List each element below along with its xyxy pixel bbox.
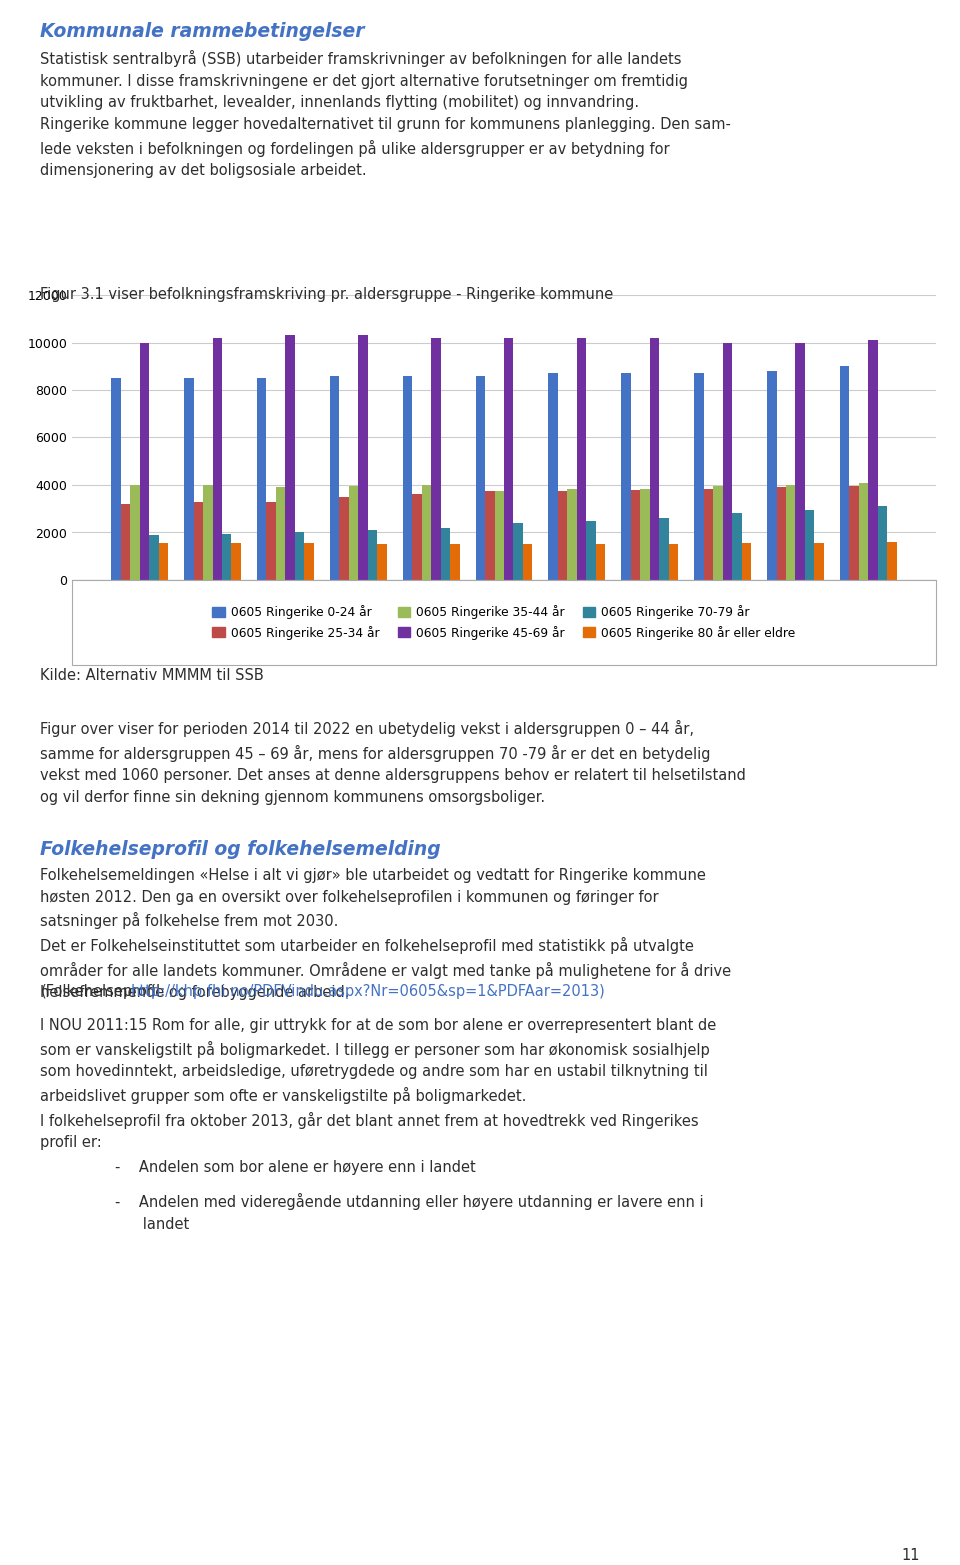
Bar [267,502,276,581]
Bar [804,510,814,581]
Bar [868,340,877,581]
Text: Figur 3.1 viser befolkningsframskriving pr. aldersgruppe - Ringerike kommune: Figur 3.1 viser befolkningsframskriving … [40,286,613,302]
Bar [577,338,587,581]
Bar [475,376,485,581]
Bar [222,534,231,581]
Bar [348,487,358,581]
Bar [723,343,732,581]
Bar [194,502,204,581]
Bar [840,366,850,581]
Bar [339,496,348,581]
Bar [330,376,339,581]
Text: I NOU 2011:15 Rom for alle, gir uttrykk for at de som bor alene er overrepresent: I NOU 2011:15 Rom for alle, gir uttrykk … [40,1017,716,1150]
Text: http://khp.fhi.no/PDFVindu.aspx?Nr=0605&sp=1&PDFAar=2013): http://khp.fhi.no/PDFVindu.aspx?Nr=0605&… [131,984,605,998]
Bar [494,491,504,581]
Text: -    Andelen med videregående utdanning eller høyere utdanning er lavere enn i
 : - Andelen med videregående utdanning ell… [115,1193,704,1232]
Text: (Folkehelseprofil:: (Folkehelseprofil: [40,984,165,998]
Bar [514,523,523,581]
Bar [485,491,494,581]
Bar [786,485,796,581]
Legend: 0605 Ringerike 0-24 år, 0605 Ringerike 25-34 år, 0605 Ringerike 35-44 år, 0605 R: 0605 Ringerike 0-24 år, 0605 Ringerike 2… [206,599,802,646]
Bar [887,541,897,581]
Bar [184,379,194,581]
Bar [558,491,567,581]
Bar [660,518,669,581]
Bar [231,543,241,581]
Bar [669,545,678,581]
Bar [285,335,295,581]
Text: 11: 11 [901,1548,920,1563]
Bar [650,338,660,581]
Bar [504,338,514,581]
Bar [431,338,441,581]
Bar [358,335,368,581]
Bar [796,343,804,581]
Bar [877,507,887,581]
Bar [412,495,421,581]
Bar [212,338,222,581]
Text: -    Andelen som bor alene er høyere enn i landet: - Andelen som bor alene er høyere enn i … [115,1160,476,1175]
Bar [304,543,314,581]
Bar [158,543,168,581]
Bar [777,487,786,581]
Bar [732,513,741,581]
Bar [587,521,596,581]
Bar [850,487,859,581]
Bar [140,343,149,581]
Bar [814,543,824,581]
Bar [403,376,412,581]
Bar [295,532,304,581]
Bar [131,485,140,581]
Bar [621,374,631,581]
Bar [640,488,650,581]
Bar [713,487,723,581]
Bar [450,545,460,581]
Bar [149,535,158,581]
Bar [204,485,212,581]
Bar [368,531,377,581]
Bar [859,482,868,581]
Bar [121,504,131,581]
Bar [421,485,431,581]
Bar [741,543,751,581]
Text: Kommunale rammebetingelser: Kommunale rammebetingelser [40,22,365,41]
Bar [694,374,704,581]
Bar [631,490,640,581]
Bar [596,545,605,581]
Bar [767,371,777,581]
Bar [567,488,577,581]
Bar [523,545,533,581]
Bar [441,527,450,581]
Bar [276,487,285,581]
Bar [111,379,121,581]
Bar [548,374,558,581]
Text: Figur over viser for perioden 2014 til 2022 en ubetydelig vekst i aldersgruppen : Figur over viser for perioden 2014 til 2… [40,720,746,804]
Bar [257,379,267,581]
Text: Folkehelseprofil og folkehelsemelding: Folkehelseprofil og folkehelsemelding [40,840,441,859]
Text: Folkehelsemeldingen «Helse i alt vi gjør» ble utarbeidet og vedtatt for Ringerik: Folkehelsemeldingen «Helse i alt vi gjør… [40,869,732,1000]
Text: Statistisk sentralbyrå (SSB) utarbeider framskrivninger av befolkningen for alle: Statistisk sentralbyrå (SSB) utarbeider … [40,50,732,178]
Bar [377,545,387,581]
Bar [704,488,713,581]
Text: Kilde: Alternativ MMMM til SSB: Kilde: Alternativ MMMM til SSB [40,668,264,682]
